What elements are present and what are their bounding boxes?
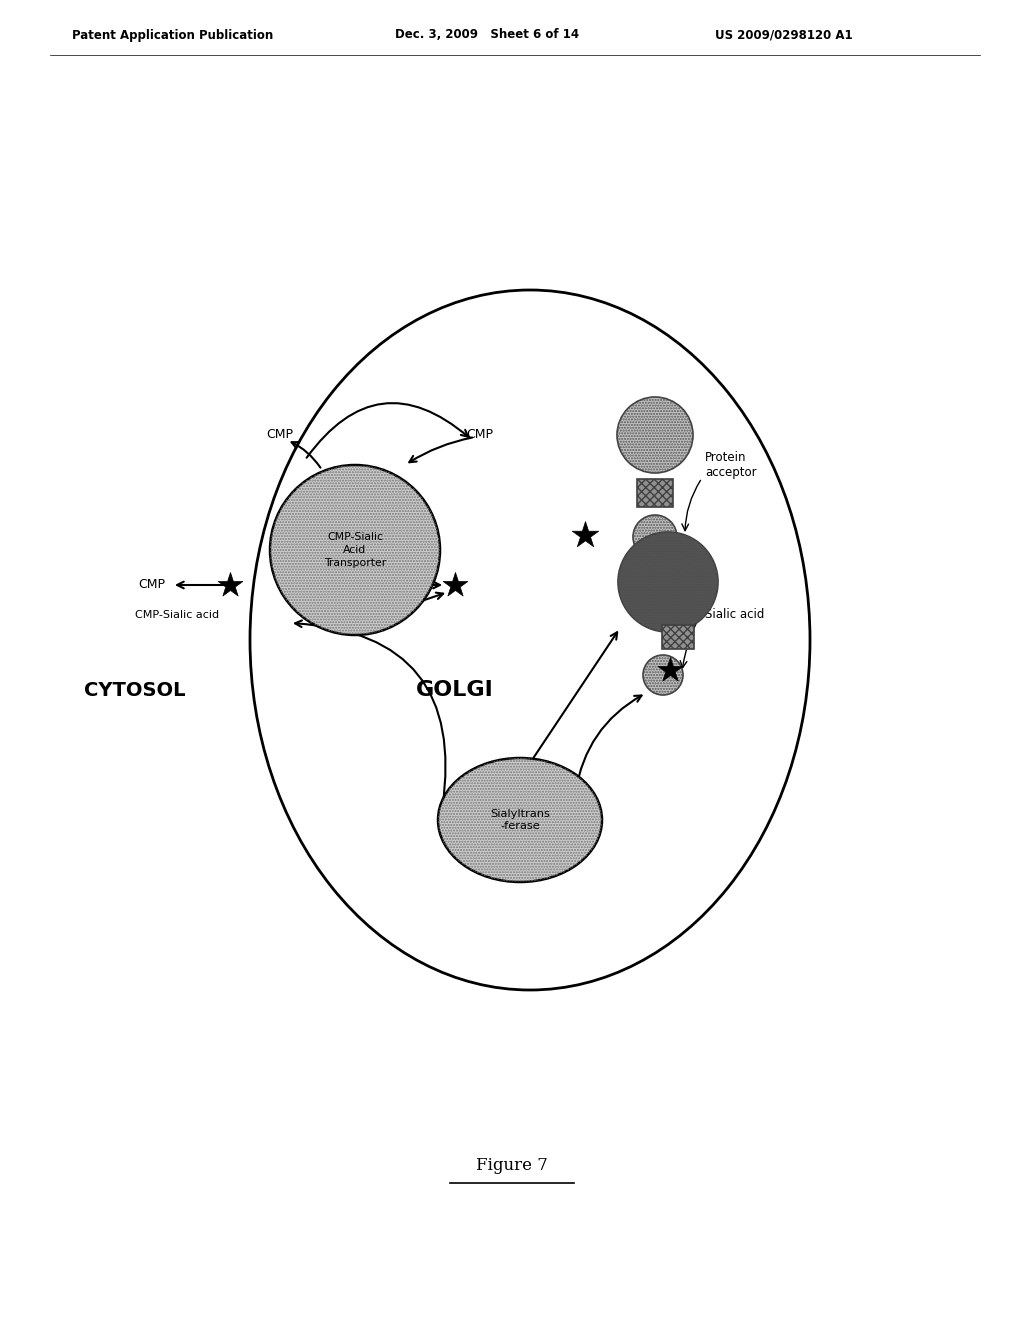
Text: Sialic acid: Sialic acid: [705, 609, 764, 622]
Point: [662, 660, 678, 681]
Text: CMP: CMP: [266, 429, 294, 441]
Text: CMP: CMP: [378, 578, 406, 591]
Text: Protein
acceptor: Protein acceptor: [705, 451, 757, 479]
Text: Figure 7: Figure 7: [476, 1156, 548, 1173]
Bar: [662, 624, 694, 649]
Point: [222, 574, 239, 595]
Point: [577, 524, 593, 545]
Circle shape: [618, 532, 718, 632]
Text: Dec. 3, 2009   Sheet 6 of 14: Dec. 3, 2009 Sheet 6 of 14: [395, 29, 580, 41]
Circle shape: [270, 465, 440, 635]
Circle shape: [617, 397, 693, 473]
Point: [446, 574, 463, 595]
Text: CMP: CMP: [467, 429, 494, 441]
Text: CMP: CMP: [138, 578, 165, 591]
Bar: [637, 479, 673, 507]
Text: GOLGI: GOLGI: [416, 680, 494, 700]
Circle shape: [643, 655, 683, 696]
Ellipse shape: [438, 758, 602, 882]
Text: CMP-Sialic
Acid
Transporter: CMP-Sialic Acid Transporter: [324, 532, 386, 568]
Text: US 2009/0298120 A1: US 2009/0298120 A1: [715, 29, 853, 41]
Circle shape: [633, 515, 677, 558]
Text: CYTOSOL: CYTOSOL: [84, 681, 185, 700]
Text: CMP-Sialic acid: CMP-Sialic acid: [135, 610, 219, 620]
Text: Sialyltrans
-ferase: Sialyltrans -ferase: [490, 809, 550, 832]
Text: Patent Application Publication: Patent Application Publication: [72, 29, 273, 41]
